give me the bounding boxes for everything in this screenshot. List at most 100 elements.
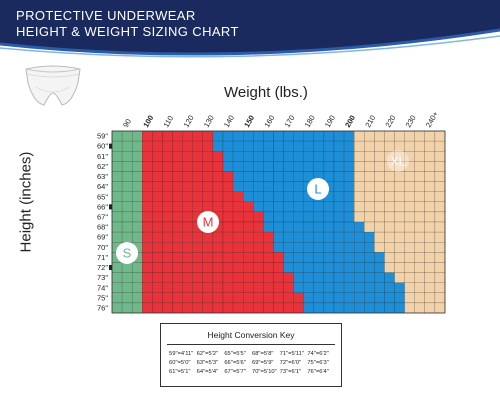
size-cell-s bbox=[121, 191, 133, 202]
size-cell-s bbox=[132, 171, 143, 182]
size-cell-xl bbox=[414, 252, 425, 263]
size-cell-xl bbox=[354, 161, 365, 172]
size-cell-xl bbox=[434, 242, 446, 253]
size-cell-xl bbox=[414, 191, 425, 202]
size-cell-xl bbox=[384, 262, 395, 273]
size-cell-m bbox=[273, 272, 284, 283]
size-cell-m bbox=[192, 252, 203, 263]
size-cell-l bbox=[253, 140, 264, 152]
size-cell-m bbox=[192, 282, 203, 293]
size-cell-xl bbox=[404, 242, 415, 253]
size-cell-l bbox=[313, 211, 325, 223]
size-cell-l bbox=[243, 171, 254, 182]
size-cell-m bbox=[212, 292, 224, 304]
size-cell-m bbox=[232, 252, 244, 263]
size-cell-xl bbox=[414, 130, 425, 142]
size-cell-m bbox=[142, 292, 153, 304]
size-cell-xl bbox=[364, 161, 375, 172]
size-cell-xl bbox=[434, 292, 446, 304]
size-cell-m bbox=[182, 242, 193, 253]
size-cell-s bbox=[121, 231, 133, 243]
size-cell-l bbox=[253, 191, 264, 202]
size-cell-l bbox=[273, 161, 284, 172]
size-cell-l bbox=[303, 151, 314, 162]
size-cell-l bbox=[293, 272, 304, 283]
size-cell-xl bbox=[364, 221, 375, 233]
y-tick-label: 74" bbox=[97, 283, 108, 292]
size-cell-xl bbox=[394, 252, 405, 263]
size-cell-m bbox=[182, 211, 193, 223]
size-cell-xl bbox=[384, 242, 395, 253]
size-cell-l bbox=[273, 191, 284, 202]
size-cell-l bbox=[313, 282, 325, 293]
size-cell-l bbox=[243, 161, 254, 172]
size-cell-m bbox=[142, 130, 153, 142]
size-cell-m bbox=[212, 302, 224, 314]
size-cell-xl bbox=[384, 252, 395, 263]
size-cell-l bbox=[343, 211, 355, 223]
size-cell-xl bbox=[384, 140, 395, 152]
size-cell-xl bbox=[414, 221, 425, 233]
size-cell-xl bbox=[414, 201, 425, 213]
size-cell-xl bbox=[364, 211, 375, 223]
size-cell-m bbox=[222, 191, 234, 202]
x-tick-label: 180 bbox=[303, 114, 317, 129]
size-cell-m bbox=[142, 231, 153, 243]
size-cell-m bbox=[212, 191, 224, 202]
size-cell-xl bbox=[424, 242, 436, 253]
size-cell-l bbox=[333, 151, 345, 162]
size-cell-xl bbox=[424, 282, 436, 293]
size-cell-xl bbox=[374, 130, 385, 142]
size-badge-s: S bbox=[116, 242, 138, 264]
size-cell-m bbox=[152, 181, 163, 192]
size-cell-m bbox=[192, 231, 203, 243]
size-cell-xl bbox=[414, 181, 425, 192]
size-cell-s bbox=[121, 140, 133, 152]
size-cell-m bbox=[243, 242, 254, 253]
size-cell-m bbox=[152, 262, 163, 273]
size-cell-m bbox=[172, 242, 183, 253]
size-cell-s bbox=[121, 181, 133, 192]
size-cell-m bbox=[253, 221, 264, 233]
size-cell-l bbox=[253, 181, 264, 192]
size-cell-m bbox=[182, 201, 193, 213]
size-cell-l bbox=[333, 201, 345, 213]
size-cell-l bbox=[354, 242, 365, 253]
size-cell-l bbox=[354, 221, 365, 233]
size-cell-m bbox=[222, 282, 234, 293]
size-cell-xl bbox=[364, 181, 375, 192]
size-cell-m bbox=[222, 302, 234, 314]
size-cell-l bbox=[253, 130, 264, 142]
size-cell-s bbox=[132, 302, 143, 314]
size-cell-m bbox=[142, 161, 153, 172]
size-cell-xl bbox=[424, 272, 436, 283]
size-cell-xl bbox=[434, 181, 446, 192]
size-cell-l bbox=[293, 221, 304, 233]
size-cell-xl bbox=[424, 252, 436, 263]
size-cell-l bbox=[293, 151, 304, 162]
x-tick-label: 240+ bbox=[424, 109, 441, 129]
size-cell-m bbox=[202, 181, 214, 192]
size-cell-m bbox=[182, 171, 193, 182]
size-cell-m bbox=[222, 201, 234, 213]
size-cell-l bbox=[283, 252, 294, 263]
size-cell-xl bbox=[404, 201, 415, 213]
conversion-key-entry: 62"=5'2" bbox=[196, 351, 219, 357]
size-cell-m bbox=[263, 292, 274, 304]
size-cell-s bbox=[121, 161, 133, 172]
size-cell-xl bbox=[414, 302, 425, 314]
size-cell-l bbox=[283, 242, 294, 253]
size-cell-l bbox=[333, 171, 345, 182]
size-cell-m bbox=[192, 171, 203, 182]
size-cell-xl bbox=[434, 211, 446, 223]
size-cell-xl bbox=[434, 201, 446, 213]
size-cell-xl bbox=[404, 191, 415, 202]
size-cell-m bbox=[142, 302, 153, 314]
size-cell-xl bbox=[414, 292, 425, 304]
size-cell-l bbox=[303, 252, 314, 263]
size-cell-l bbox=[293, 130, 304, 142]
size-cell-l bbox=[232, 161, 244, 172]
size-cell-l bbox=[293, 211, 304, 223]
size-cell-l bbox=[303, 130, 314, 142]
size-cell-l bbox=[303, 211, 314, 223]
